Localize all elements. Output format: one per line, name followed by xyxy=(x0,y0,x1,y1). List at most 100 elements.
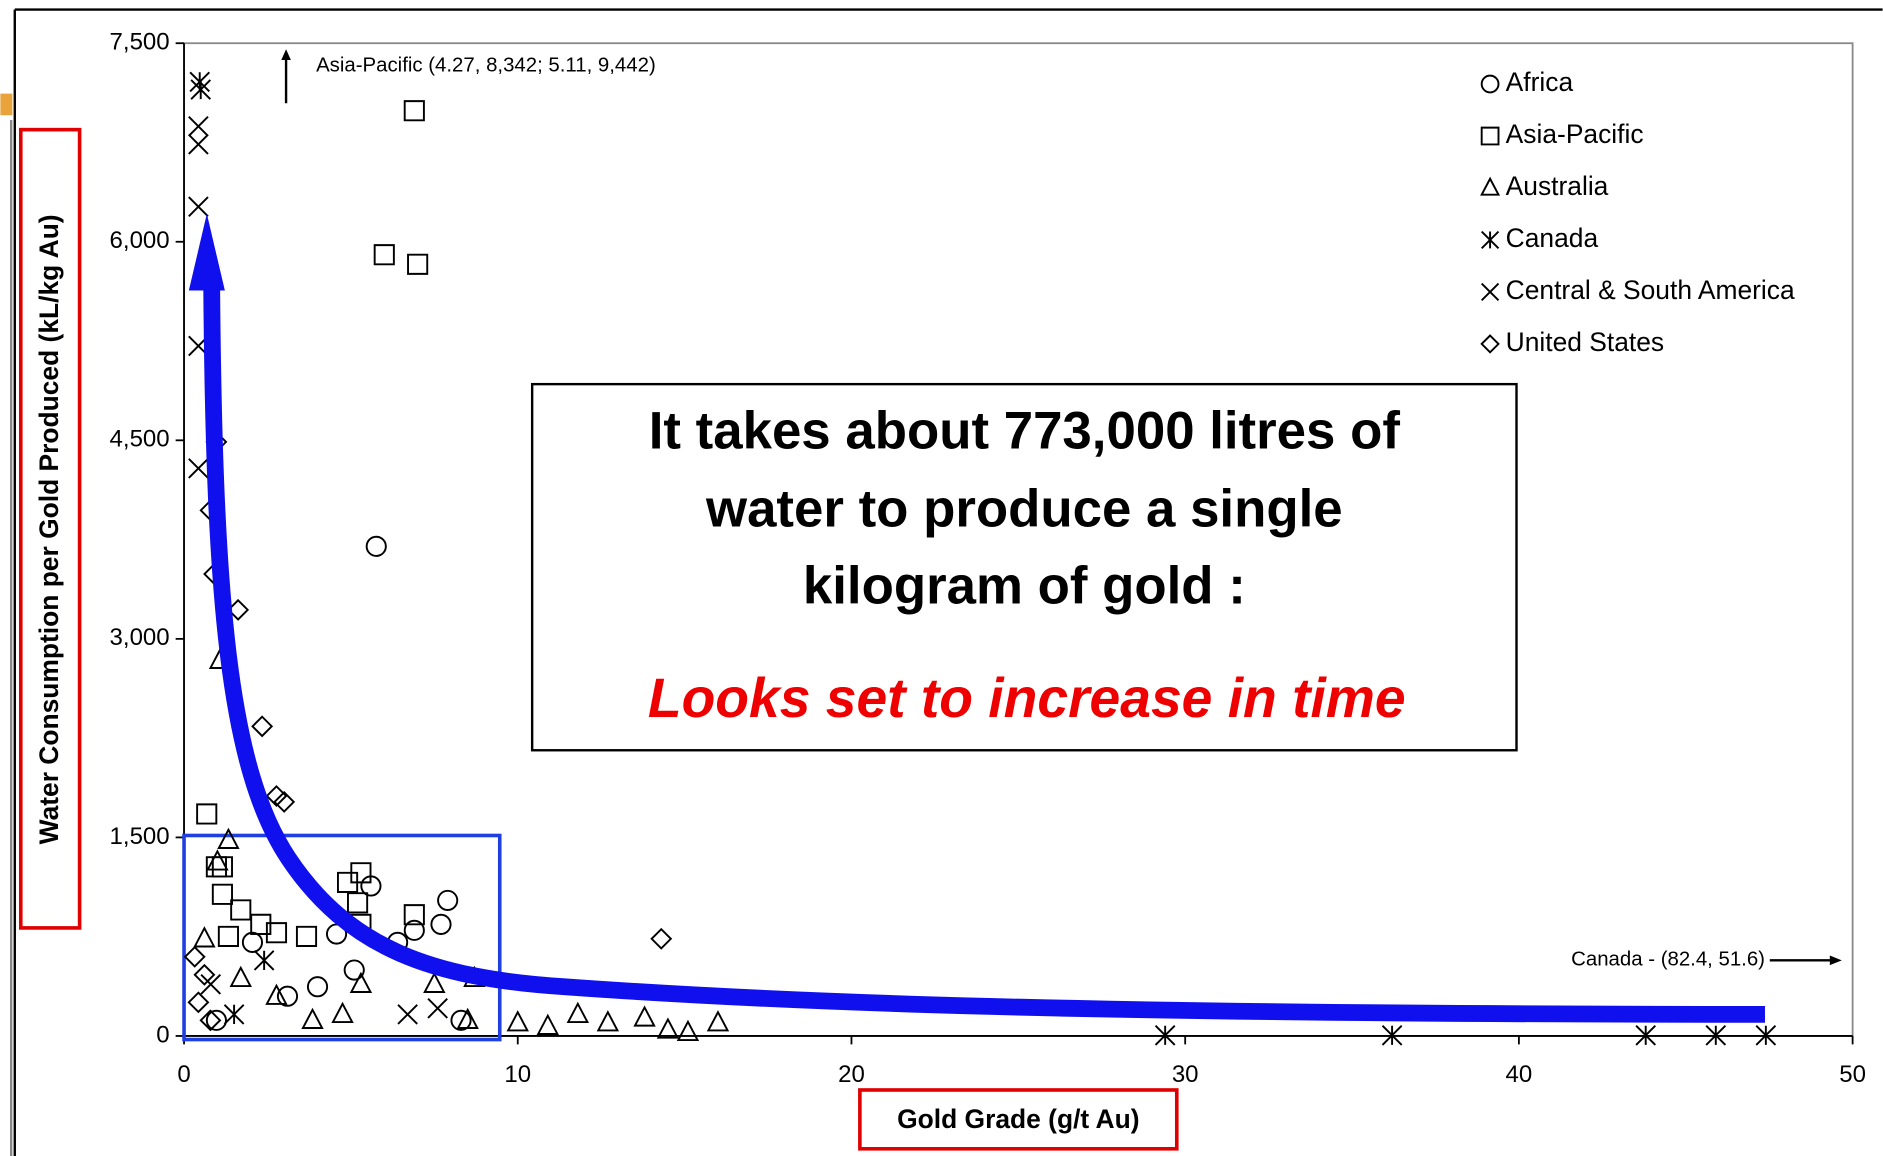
point xyxy=(241,931,264,953)
legend-label: Africa xyxy=(1506,67,1574,97)
trend-arrowhead xyxy=(188,213,225,291)
x-tick-label: 30 xyxy=(1172,1061,1199,1088)
point xyxy=(188,196,209,217)
callout-text: water to produce a single xyxy=(705,480,1343,539)
point xyxy=(276,985,299,1007)
y-tick-label: 4,500 xyxy=(110,426,170,453)
point xyxy=(403,100,425,122)
point xyxy=(206,849,229,871)
x-tick-label: 50 xyxy=(1839,1061,1866,1088)
y-tick-label: 7,500 xyxy=(110,29,170,56)
point xyxy=(273,790,296,813)
point xyxy=(295,925,318,947)
point xyxy=(193,926,216,948)
point xyxy=(397,1004,418,1025)
legend-label: United States xyxy=(1506,327,1664,357)
point xyxy=(205,1009,227,1031)
y-tick-label: 1,500 xyxy=(110,823,170,850)
legend-label: Canada xyxy=(1506,223,1599,253)
y-axis-label: Water Consumption per Gold Produced (kL/… xyxy=(34,214,64,844)
legend-marker xyxy=(1480,334,1500,354)
point xyxy=(193,963,216,986)
point xyxy=(373,244,395,266)
point xyxy=(223,1004,245,1025)
point xyxy=(350,862,372,884)
highlight-box xyxy=(182,833,502,1042)
point xyxy=(349,971,373,993)
y-tick-label: 3,000 xyxy=(110,624,170,651)
x-tick-label: 40 xyxy=(1506,1061,1533,1088)
legend-label: Australia xyxy=(1506,171,1609,201)
point xyxy=(265,983,288,1005)
annotation-arrowhead xyxy=(281,49,291,61)
callout-highlight: Looks set to increase in time xyxy=(648,667,1406,729)
trend-arrow xyxy=(203,282,1765,1023)
ylabel-box xyxy=(18,127,82,930)
point xyxy=(566,1001,590,1024)
point xyxy=(536,1013,559,1035)
legend-label: Central & South America xyxy=(1506,275,1795,305)
point xyxy=(1635,1025,1656,1046)
legend-marker xyxy=(1481,230,1500,250)
point xyxy=(196,803,218,825)
point xyxy=(403,919,425,941)
point xyxy=(423,971,446,993)
point xyxy=(506,1010,529,1032)
point xyxy=(347,892,369,914)
point xyxy=(188,134,209,155)
point xyxy=(200,974,222,995)
y-tick-label: 0 xyxy=(156,1021,169,1048)
xlabel-box xyxy=(858,1088,1179,1151)
point xyxy=(229,965,252,988)
point xyxy=(250,913,272,935)
legend-marker xyxy=(1480,126,1500,146)
point xyxy=(336,871,359,893)
point xyxy=(265,922,288,944)
point xyxy=(301,1007,324,1029)
point xyxy=(251,715,274,738)
x-tick-label: 0 xyxy=(177,1061,190,1088)
point xyxy=(676,1019,700,1042)
callout-text: It takes about 773,000 litres of xyxy=(649,402,1401,461)
point xyxy=(596,1010,620,1032)
legend-label: Asia-Pacific xyxy=(1506,119,1644,149)
point xyxy=(217,925,239,947)
point xyxy=(650,927,673,950)
point xyxy=(656,1017,680,1039)
point xyxy=(331,1001,354,1024)
point xyxy=(183,945,206,968)
point xyxy=(365,535,387,557)
point xyxy=(190,79,212,100)
point xyxy=(188,458,209,479)
x-tick-label: 20 xyxy=(838,1061,865,1088)
callout-text: kilogram of gold : xyxy=(803,556,1246,615)
x-axis-label: Gold Grade (g/t Au) xyxy=(897,1104,1139,1134)
point xyxy=(199,1009,222,1032)
y-tick-label: 6,000 xyxy=(110,227,170,254)
annotation-arrowhead xyxy=(1829,955,1842,966)
point xyxy=(427,998,448,1019)
point xyxy=(217,827,240,849)
point xyxy=(1705,1025,1727,1046)
legend-marker xyxy=(1481,282,1500,302)
point xyxy=(437,889,459,911)
annotation: Asia-Pacific (4.27, 8,342; 5.11, 9,442) xyxy=(316,54,656,76)
point xyxy=(1154,1025,1176,1046)
point xyxy=(706,1010,730,1032)
point xyxy=(430,913,452,935)
point xyxy=(343,959,365,981)
point xyxy=(450,1009,472,1031)
point xyxy=(1381,1025,1403,1046)
legend-marker xyxy=(1480,74,1500,94)
point xyxy=(306,976,329,998)
callout-box xyxy=(530,382,1518,752)
point xyxy=(407,253,429,275)
point xyxy=(253,950,275,971)
point xyxy=(325,923,348,945)
x-tick-label: 10 xyxy=(504,1061,531,1088)
point xyxy=(1755,1025,1777,1046)
slide-edge xyxy=(0,93,13,116)
point xyxy=(187,991,210,1014)
point xyxy=(456,1007,479,1029)
